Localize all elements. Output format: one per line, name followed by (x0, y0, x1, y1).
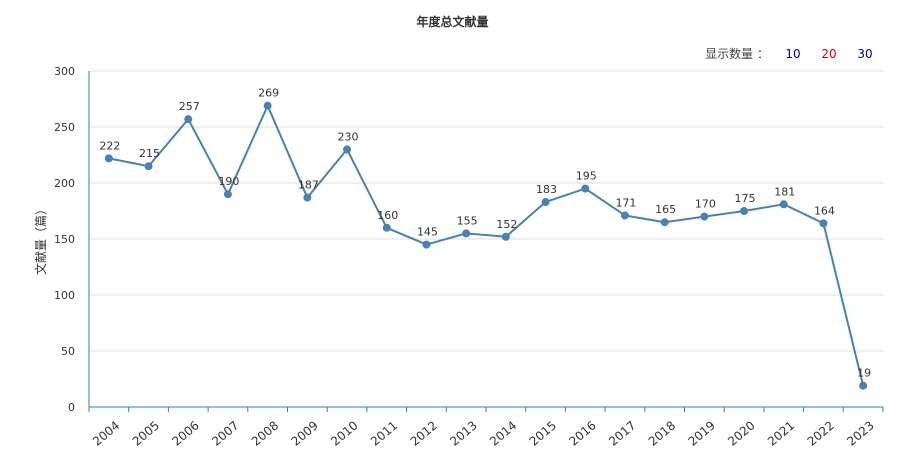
data-point (343, 145, 352, 154)
data-label: 165 (655, 203, 676, 216)
data-label: 230 (338, 130, 359, 143)
x-tick-label: 2014 (487, 418, 519, 448)
y-tick-label: 0 (68, 401, 75, 414)
data-label: 187 (298, 179, 319, 192)
x-tick-label: 2005 (130, 418, 162, 448)
x-tick-label: 2023 (844, 418, 876, 448)
y-tick-label: 100 (54, 289, 75, 302)
x-tick-label: 2012 (408, 418, 440, 448)
data-label: 171 (615, 196, 636, 209)
y-tick-label: 250 (54, 121, 75, 134)
display-count-option-20[interactable]: 20 (821, 46, 837, 61)
data-label: 160 (377, 209, 398, 222)
display-count-label: 显示数量 ： (705, 47, 769, 61)
x-tick-label: 2022 (805, 418, 837, 448)
data-label: 155 (457, 214, 478, 227)
x-tick-label: 2019 (686, 418, 718, 448)
x-tick-label: 2008 (249, 418, 281, 448)
x-tick-label: 2013 (447, 418, 479, 448)
x-tick-label: 2021 (765, 418, 797, 448)
data-point (382, 223, 391, 232)
data-point (104, 154, 113, 163)
data-point (184, 115, 193, 124)
x-tick-label: 2015 (527, 418, 559, 448)
data-label: 257 (179, 100, 200, 113)
data-label: 175 (735, 192, 756, 205)
x-tick-label: 2009 (289, 418, 321, 448)
display-count-option-10[interactable]: 10 (785, 46, 801, 61)
x-tick-label: 2004 (90, 418, 122, 448)
data-point (581, 184, 590, 193)
data-point (620, 211, 629, 220)
data-point (462, 229, 471, 238)
y-tick-label: 150 (54, 233, 75, 246)
x-tick-label: 2011 (368, 418, 400, 448)
data-label: 181 (774, 185, 795, 198)
data-label: 164 (814, 204, 835, 217)
y-tick-label: 200 (54, 177, 75, 190)
data-point (501, 232, 510, 241)
data-point (660, 218, 669, 227)
x-tick-label: 2016 (566, 418, 598, 448)
data-point (144, 162, 153, 171)
x-tick-label: 2010 (328, 418, 360, 448)
x-tick-label: 2020 (725, 418, 757, 448)
data-label: 222 (99, 139, 120, 152)
data-label: 190 (218, 175, 239, 188)
data-label: 19 (857, 367, 871, 380)
x-tick-label: 2007 (209, 418, 241, 448)
data-point (223, 190, 232, 199)
x-tick-label: 2006 (169, 418, 201, 448)
y-tick-label: 50 (61, 345, 75, 358)
data-label: 195 (576, 170, 597, 183)
data-point (541, 198, 550, 207)
chart-title: 年度总文献量 (416, 15, 489, 29)
data-point (700, 212, 709, 221)
data-point (263, 101, 272, 110)
data-point (740, 207, 749, 215)
data-label: 170 (695, 198, 716, 211)
data-label: 269 (258, 87, 279, 100)
x-tick-label: 2018 (646, 418, 678, 448)
data-point (779, 200, 788, 209)
display-count-selector: 显示数量 ： 10 20 30 (705, 45, 883, 62)
data-label: 215 (139, 147, 160, 160)
data-point (422, 240, 431, 249)
data-label: 152 (496, 218, 517, 231)
data-point (859, 381, 868, 390)
data-point (303, 193, 312, 202)
y-tick-label: 300 (54, 65, 75, 78)
x-tick-label: 2017 (606, 418, 638, 448)
data-label: 145 (417, 226, 438, 239)
display-count-option-30[interactable]: 30 (857, 46, 873, 61)
data-label: 183 (536, 183, 557, 196)
data-point (819, 219, 828, 228)
series-line (108, 103, 865, 386)
y-axis-title: 文献量（篇） (33, 203, 48, 275)
